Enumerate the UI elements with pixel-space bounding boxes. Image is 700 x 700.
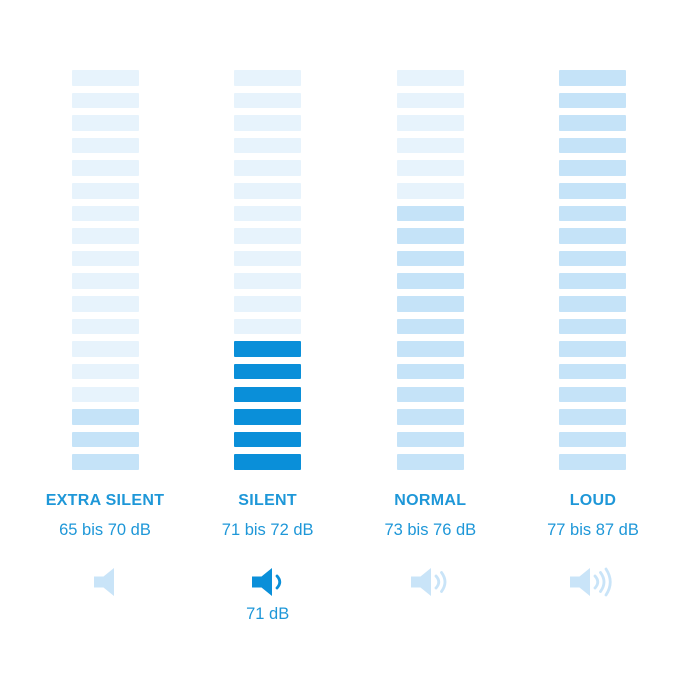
- mode-columns: EXTRA SILENT 65 bis 70 dB SILENT 71 bis …: [25, 70, 673, 624]
- level-segment: [234, 250, 302, 267]
- level-segment: [396, 228, 464, 244]
- level-segment: [234, 363, 302, 380]
- level-segment: [234, 160, 302, 176]
- db-range-label: 77 bis 87 dB: [547, 521, 639, 539]
- level-segment: [234, 341, 302, 357]
- level-segment: [559, 409, 627, 425]
- level-segment: [234, 296, 302, 312]
- level-segment: [71, 115, 139, 131]
- level-segment: [559, 431, 627, 448]
- level-segment: [396, 70, 464, 86]
- level-segment: [71, 228, 139, 244]
- level-segment: [396, 386, 464, 403]
- level-segment: [559, 137, 627, 154]
- level-segment: [396, 137, 464, 154]
- level-segment: [71, 205, 139, 222]
- level-segment: [234, 183, 302, 199]
- level-segment: [71, 363, 139, 380]
- level-segment: [559, 273, 627, 289]
- mode-column-extra-silent: EXTRA SILENT 65 bis 70 dB: [25, 70, 185, 624]
- level-segment: [71, 454, 139, 470]
- level-segment: [396, 92, 464, 109]
- level-segment: [71, 160, 139, 176]
- level-segment: [396, 115, 464, 131]
- level-bar-stack: [559, 70, 627, 470]
- level-segment: [396, 273, 464, 289]
- speaker-icon: [410, 566, 450, 598]
- level-segment: [234, 318, 302, 335]
- speaker-icon: [569, 566, 616, 598]
- level-segment: [71, 70, 139, 86]
- db-range-label: 65 bis 70 dB: [59, 521, 151, 539]
- level-segment: [396, 205, 464, 222]
- level-segment: [559, 454, 627, 470]
- level-segment: [234, 386, 302, 403]
- level-segment: [559, 70, 627, 86]
- level-segment: [396, 183, 464, 199]
- level-segment: [71, 318, 139, 335]
- level-segment: [559, 228, 627, 244]
- level-segment: [559, 296, 627, 312]
- speaker-icon: [93, 566, 117, 598]
- level-segment: [71, 386, 139, 403]
- level-bar-stack: [234, 70, 302, 470]
- mode-column-silent: SILENT 71 bis 72 dB 71 dB: [188, 70, 348, 624]
- level-segment: [396, 454, 464, 470]
- level-segment: [234, 115, 302, 131]
- level-segment: [559, 341, 627, 357]
- mode-column-loud: LOUD 77 bis 87 dB: [513, 70, 673, 624]
- level-segment: [559, 250, 627, 267]
- db-range-label: 71 bis 72 dB: [221, 521, 314, 539]
- level-segment: [559, 386, 627, 403]
- level-segment: [234, 92, 302, 109]
- level-segment: [71, 296, 139, 312]
- mode-label: EXTRA SILENT: [45, 492, 165, 509]
- mode-label: SILENT: [238, 492, 297, 509]
- db-range-label: 73 bis 76 dB: [384, 521, 477, 539]
- mode-label: LOUD: [569, 492, 617, 509]
- level-segment: [234, 431, 302, 448]
- level-segment: [559, 318, 627, 335]
- level-segment: [559, 183, 627, 199]
- level-segment: [234, 273, 302, 289]
- level-segment: [234, 137, 302, 154]
- level-segment: [396, 318, 464, 335]
- level-segment: [559, 205, 627, 222]
- level-segment: [396, 341, 464, 357]
- mode-column-normal: NORMAL 73 bis 76 dB: [350, 70, 510, 624]
- level-bar-stack: [396, 70, 464, 470]
- level-segment: [71, 341, 139, 357]
- level-segment: [559, 160, 627, 176]
- mode-label: NORMAL: [394, 492, 467, 509]
- level-segment: [234, 70, 302, 86]
- level-segment: [71, 92, 139, 109]
- level-segment: [71, 137, 139, 154]
- level-segment: [559, 92, 627, 109]
- level-segment: [396, 160, 464, 176]
- level-segment: [396, 431, 464, 448]
- level-segment: [71, 273, 139, 289]
- level-segment: [396, 296, 464, 312]
- level-segment: [234, 228, 302, 244]
- level-segment: [396, 250, 464, 267]
- level-segment: [71, 183, 139, 199]
- level-segment: [396, 363, 464, 380]
- level-bar-stack: [71, 70, 139, 470]
- current-db-label: 71 dB: [246, 605, 290, 623]
- level-segment: [234, 205, 302, 222]
- level-segment: [234, 454, 302, 470]
- level-segment: [559, 115, 627, 131]
- level-segment: [559, 363, 627, 380]
- level-segment: [71, 250, 139, 267]
- speaker-icon: [251, 566, 284, 598]
- level-segment: [234, 409, 302, 425]
- level-segment: [396, 409, 464, 425]
- level-segment: [71, 431, 139, 448]
- level-segment: [71, 409, 139, 425]
